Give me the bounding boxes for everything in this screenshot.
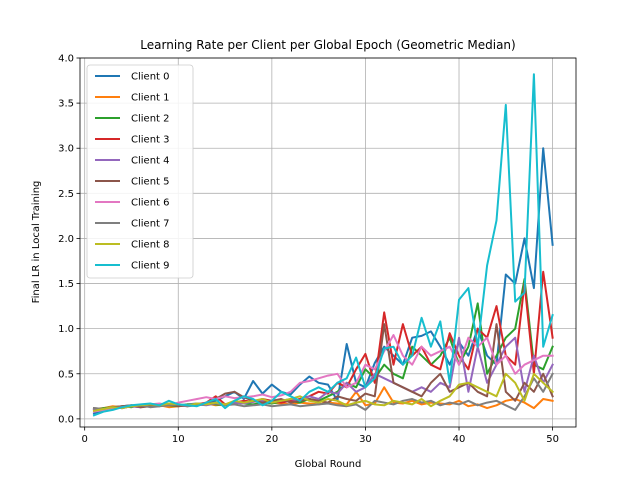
legend-label-client-3: Client 3 [131,135,170,146]
x-tick-label: 0 [81,434,87,445]
legend-label-client-6: Client 6 [131,198,170,209]
y-tick-label: 3.0 [58,144,74,155]
legend-label-client-2: Client 2 [131,114,170,125]
series-line-client-8 [92,372,555,412]
plot-frame [79,57,577,428]
series-lines [92,73,555,417]
y-axis-title: Final LR in Local Training [31,181,42,304]
y-tick-label: 0.0 [58,414,74,425]
y-tick-label: 3.5 [58,99,74,110]
x-axis-title: Global Round [295,459,362,470]
x-tick-label: 20 [265,434,278,445]
legend-label-client-8: Client 8 [131,240,170,251]
y-tick-label: 2.0 [58,234,74,245]
chart-title: Learning Rate per Client per Global Epoc… [140,38,515,52]
y-tick-label: 2.5 [58,189,74,200]
legend-label-client-9: Client 9 [131,261,170,272]
legend-label-client-0: Client 0 [131,72,170,83]
y-tick-label: 0.5 [58,369,74,380]
axis-ticks: 0 10 20 30 40 50 0.0 0.5 1.0 1.5 2.0 2.5 3.0 3.5 4.0 [58,54,559,446]
y-tick-label: 1.5 [58,279,74,290]
y-tick-label: 4.0 [58,54,74,65]
x-tick-label: 30 [359,434,372,445]
x-tick-label: 10 [172,434,185,445]
legend-label-client-4: Client 4 [131,156,170,167]
series-line-client-7 [92,372,554,411]
legend-label-client-5: Client 5 [131,177,170,188]
legend-label-client-7: Client 7 [131,219,170,230]
series-line-client-9 [92,73,554,417]
y-tick-label: 1.0 [58,324,74,335]
legend: Client 0 Client 1 Client 2 Client 3 Client 4… [86,64,194,279]
x-tick-label: 40 [453,434,466,445]
x-tick-label: 50 [546,434,559,445]
legend-label-client-1: Client 1 [131,93,170,104]
